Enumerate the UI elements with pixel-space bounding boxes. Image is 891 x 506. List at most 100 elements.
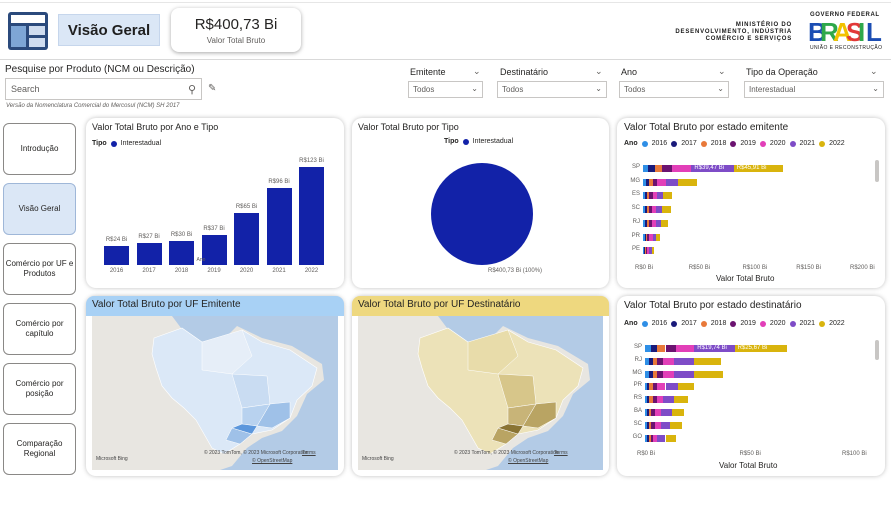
eraser-icon[interactable]: ✎ — [208, 83, 217, 94]
bar-MG-2020[interactable] — [663, 370, 674, 378]
bar-RJ-2016[interactable] — [643, 219, 646, 227]
map-emit[interactable]: Microsoft Bing © 2023 TomTom, © 2023 Mic… — [92, 316, 338, 470]
map-feedback-link[interactable]: © OpenStreetMap — [508, 458, 549, 464]
bar-ES-2022[interactable] — [663, 192, 673, 200]
nav-comercio-uf-produtos[interactable]: Comércio por UF e Produtos — [3, 243, 76, 295]
bar-PE-2017[interactable] — [644, 247, 646, 255]
bar-GO-2020[interactable] — [653, 434, 658, 442]
nav-comparacao-regional[interactable]: Comparação Regional — [3, 423, 76, 475]
bar-SP-2020[interactable] — [672, 165, 692, 172]
bar-MG-2019[interactable] — [652, 178, 657, 186]
bar-2017[interactable] — [136, 243, 162, 265]
bar-GO-2021[interactable] — [657, 434, 666, 442]
filter-emitente-dropdown[interactable]: Todos ⌄ — [408, 81, 483, 98]
bar-PR-2021[interactable] — [652, 233, 656, 241]
bar-GO-2016[interactable] — [645, 434, 648, 442]
bar-SP-2016[interactable] — [643, 165, 649, 172]
bar-SC-2016[interactable] — [645, 421, 648, 429]
bar-SP-2017[interactable] — [651, 345, 658, 352]
bar-GO-2018[interactable] — [649, 434, 652, 442]
bar-PR-2022[interactable] — [655, 233, 661, 241]
bar-PR-2022[interactable] — [677, 383, 695, 391]
bar-BA-2021[interactable] — [661, 409, 672, 416]
bar-PR-2017[interactable] — [645, 233, 647, 241]
bar-PE-2018[interactable] — [645, 247, 647, 255]
bar-2021[interactable] — [266, 188, 292, 265]
bar-MG-2016[interactable] — [645, 370, 650, 378]
bar-SP-2022[interactable] — [733, 165, 784, 172]
bar-SP-2016[interactable] — [645, 345, 652, 352]
bar-MG-2021[interactable] — [673, 370, 695, 378]
bar-PE-2020[interactable] — [647, 247, 650, 255]
bar-SC-2021[interactable] — [655, 206, 663, 214]
bar-RJ-2019[interactable] — [649, 219, 652, 227]
pie-slice-interestadual[interactable] — [431, 163, 533, 265]
bar-PR-2020[interactable] — [649, 233, 653, 241]
chevron-down-icon[interactable]: ⌄ — [595, 66, 603, 76]
chevron-down-icon[interactable]: ⌄ — [718, 66, 726, 76]
bar-PR-2018[interactable] — [646, 233, 648, 241]
bar-PE-2021[interactable] — [649, 247, 652, 255]
search-input[interactable]: Search ⚲ — [5, 78, 202, 100]
bar-2016[interactable] — [104, 245, 129, 265]
bar-2019[interactable] — [201, 235, 227, 265]
map-terms-link[interactable]: Terms — [302, 450, 316, 456]
bar-SC-2016[interactable] — [643, 206, 646, 214]
bar-RJ-2016[interactable] — [645, 357, 650, 365]
bar-RJ-2017[interactable] — [645, 219, 648, 227]
bar-PR-2019[interactable] — [653, 383, 658, 391]
scrollbar[interactable] — [875, 160, 879, 182]
bar-MG-2017[interactable] — [646, 178, 650, 186]
bar-RS-2021[interactable] — [663, 396, 674, 404]
bar-RS-2017[interactable] — [647, 396, 650, 404]
chevron-down-icon[interactable]: ⌄ — [870, 66, 878, 76]
bar-RJ-2022[interactable] — [694, 357, 721, 365]
bar-SC-2017[interactable] — [647, 421, 650, 429]
bar-SC-2017[interactable] — [645, 206, 648, 214]
bar-2018[interactable] — [169, 241, 194, 265]
bar-SP-2022[interactable] — [734, 345, 788, 352]
filter-destinatario-dropdown[interactable]: Todos ⌄ — [497, 81, 607, 98]
bar-BA-2020[interactable] — [655, 409, 662, 416]
bar-SP-2019[interactable] — [662, 165, 673, 172]
chevron-down-icon[interactable]: ⌄ — [473, 66, 481, 76]
bar-RS-2019[interactable] — [653, 396, 658, 404]
nav-comercio-posicao[interactable]: Comércio por posição — [3, 363, 76, 415]
bar-PR-2019[interactable] — [647, 233, 650, 241]
bar-ES-2018[interactable] — [647, 192, 650, 200]
bar-MG-2017[interactable] — [649, 370, 654, 378]
bar-PE-2016[interactable] — [643, 247, 645, 255]
bar-SC-2020[interactable] — [651, 206, 656, 214]
bar-SP-2018[interactable] — [654, 165, 663, 172]
bar-RJ-2018[interactable] — [647, 219, 650, 227]
bar-RJ-2020[interactable] — [663, 357, 674, 365]
bar-PR-2016[interactable] — [643, 233, 646, 241]
filter-ano-dropdown[interactable]: Todos ⌄ — [619, 81, 729, 98]
bar-PR-2018[interactable] — [649, 383, 654, 391]
bar-BA-2022[interactable] — [671, 409, 684, 416]
bar-SC-2020[interactable] — [655, 421, 662, 429]
bar-2020[interactable] — [234, 213, 259, 265]
scrollbar[interactable] — [875, 340, 879, 360]
nav-visao-geral[interactable]: Visão Geral — [3, 183, 76, 235]
bar-MG-2022[interactable] — [678, 178, 697, 186]
bar-BA-2019[interactable] — [651, 409, 656, 416]
bar-GO-2022[interactable] — [665, 434, 676, 442]
bar-SP-2020[interactable] — [675, 345, 695, 352]
bar-ES-2016[interactable] — [643, 192, 646, 200]
bar-GO-2019[interactable] — [651, 434, 654, 442]
bar-RS-2020[interactable] — [657, 396, 664, 404]
bar-PR-2020[interactable] — [657, 383, 666, 391]
bar-SC-2018[interactable] — [649, 421, 652, 429]
bar-SP-2019[interactable] — [665, 345, 676, 352]
bar-BA-2017[interactable] — [647, 409, 650, 416]
map-feedback-link[interactable]: © OpenStreetMap — [252, 458, 293, 464]
bar-ES-2017[interactable] — [645, 192, 648, 200]
bar-RJ-2019[interactable] — [657, 357, 664, 365]
bar-ES-2019[interactable] — [649, 192, 653, 200]
bar-SC-2021[interactable] — [661, 421, 670, 429]
map-dest[interactable]: Microsoft Bing © 2023 TomTom, © 2023 Mic… — [358, 316, 603, 470]
bar-RJ-2017[interactable] — [649, 357, 654, 365]
bar-SP-2021[interactable] — [694, 345, 735, 352]
bar-RS-2016[interactable] — [645, 396, 648, 404]
